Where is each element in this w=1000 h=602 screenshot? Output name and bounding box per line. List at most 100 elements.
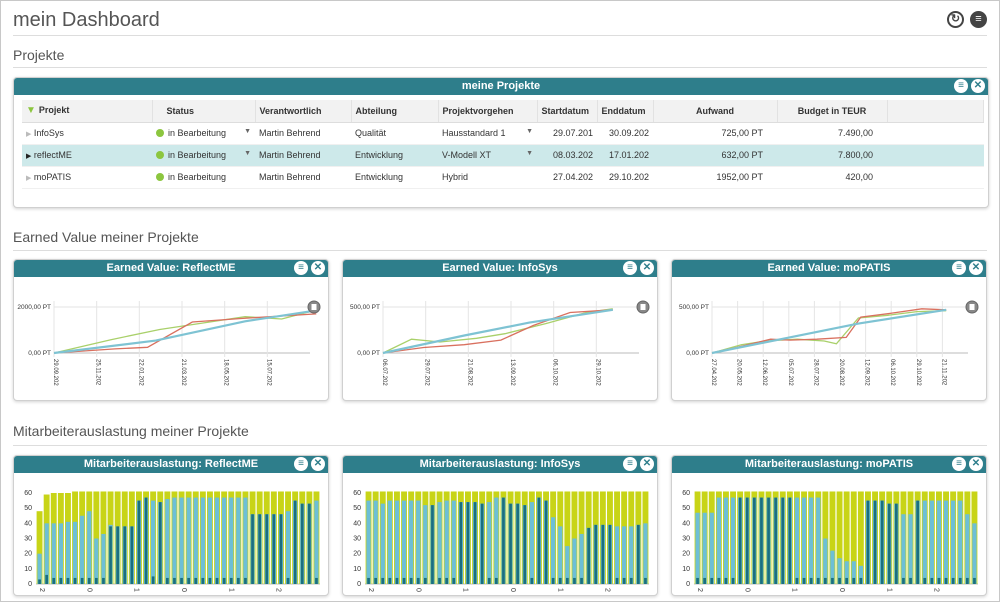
export-icon[interactable] <box>965 300 979 314</box>
column-header-abteilung[interactable]: Abteilung <box>351 100 439 123</box>
panel-title: Mitarbeiterauslastung: InfoSys <box>419 458 581 470</box>
column-header-projektvorgehen[interactable]: Projektvorgehen <box>438 100 538 123</box>
bar-dark <box>59 577 63 584</box>
bar-dark <box>201 577 205 584</box>
utilization-panel: Mitarbeiterauslastung: moPATIS ≡ ✕ 0 10 20… <box>671 455 987 596</box>
bar-dark <box>95 577 98 584</box>
bar-total <box>571 491 578 584</box>
close-icon[interactable]: ✕ <box>640 457 654 471</box>
bar-dark <box>286 577 290 584</box>
menu-icon[interactable]: ≡ <box>952 457 966 471</box>
row-expand-icon[interactable]: ▶ <box>26 153 32 160</box>
menu-icon[interactable]: ≡ <box>623 457 637 471</box>
chevron-down-icon[interactable]: ▼ <box>526 128 533 135</box>
bar-light <box>65 521 71 584</box>
bar-dark <box>52 577 56 584</box>
close-icon[interactable]: ✕ <box>311 457 325 471</box>
bar-light <box>285 511 291 584</box>
y-tick-label: 50 <box>24 505 32 512</box>
top-toolbar: ↻ ≡ <box>947 11 987 28</box>
menu-icon[interactable]: ≡ <box>954 79 968 93</box>
bar-dark <box>480 503 484 584</box>
cell-status: in Bearbeitung ▼ <box>152 144 255 167</box>
series-line <box>711 308 947 354</box>
close-icon[interactable]: ✕ <box>640 261 654 275</box>
column-header-status[interactable]: Status <box>152 100 256 123</box>
bar-dark <box>38 579 41 584</box>
bar-dark <box>731 577 735 584</box>
cell-abteilung: Entwicklung <box>351 166 438 189</box>
bar-light <box>165 499 170 584</box>
menu-icon[interactable]: ≡ <box>294 457 308 471</box>
close-icon[interactable]: ✕ <box>969 457 983 471</box>
menu-icon[interactable]: ≡ <box>952 261 966 275</box>
column-header-enddatum[interactable]: Enddatum <box>597 100 654 123</box>
bar-dark <box>622 577 626 584</box>
chevron-down-icon[interactable]: ▼ <box>244 150 251 157</box>
menu-icon[interactable]: ≡ <box>294 261 308 275</box>
x-tick-label: 0 <box>414 588 421 592</box>
close-icon[interactable]: ✕ <box>969 261 983 275</box>
table-row[interactable]: ▶ InfoSys in Bearbeitung ▼ Martin Behrend Qu… <box>22 122 984 145</box>
panel-title: Earned Value: InfoSys <box>442 262 558 274</box>
cell-projektvorgehen: Hybrid <box>438 166 537 189</box>
chevron-down-icon[interactable]: ▼ <box>526 150 533 157</box>
cell-verantwortlich-text: Martin Behrend <box>259 128 321 138</box>
x-tick-label: 21.03.202 <box>180 359 186 386</box>
close-icon[interactable]: ✕ <box>311 261 325 275</box>
column-header-startdatum[interactable]: Startdatum <box>537 100 598 123</box>
bar-light <box>58 523 63 584</box>
table-row[interactable]: ▶ reflectME in Bearbeitung ▼ Martin Behrend… <box>22 144 984 167</box>
bar-dark <box>859 577 863 584</box>
x-tick-label: 2 <box>38 588 45 592</box>
export-icon[interactable] <box>307 300 321 314</box>
column-header-verantwortlich[interactable]: Verantwortlich <box>255 100 352 123</box>
cell-verantwortlich: Martin Behrend <box>255 122 351 145</box>
bar-dark <box>831 577 834 584</box>
row-expand-icon[interactable]: ▶ <box>26 175 32 182</box>
bar-dark <box>760 497 763 584</box>
y-tick-label: 0,00 PT <box>28 350 51 357</box>
menu-icon[interactable]: ≡ <box>623 261 637 275</box>
column-header-projekt[interactable]: ▼ Projekt <box>22 100 153 123</box>
row-expand-icon[interactable]: ▶ <box>26 131 32 138</box>
bar-dark <box>958 577 962 584</box>
bar-dark <box>395 577 399 584</box>
table-row[interactable]: ▶ moPATIS in Bearbeitung Martin Behrend Ent… <box>22 166 984 189</box>
x-tick-label: 2 <box>933 588 940 592</box>
bar-light <box>416 500 421 584</box>
panel-header: Mitarbeiterauslastung: moPATIS ≡ ✕ <box>672 456 986 473</box>
column-header-budget[interactable]: Budget in TEUR <box>777 100 888 123</box>
bar-light <box>823 538 828 584</box>
bar-light <box>409 500 414 584</box>
y-tick-label: 30 <box>682 536 690 543</box>
bar-light <box>579 533 584 584</box>
chevron-down-icon[interactable]: ▼ <box>244 128 251 135</box>
y-tick-label: 30 <box>24 536 32 543</box>
bar-dark <box>187 577 190 584</box>
bar-light <box>401 500 407 584</box>
bar-light <box>172 497 177 584</box>
bar-dark <box>717 577 721 584</box>
cell-enddatum-text: 29.10.202 <box>608 172 649 182</box>
bar-light <box>551 517 556 584</box>
bar-dark <box>710 577 714 584</box>
bar-dark <box>258 514 261 584</box>
export-icon[interactable] <box>636 300 650 314</box>
x-tick-label: 28.07.202 <box>812 359 818 386</box>
menu-icon[interactable]: ≡ <box>970 11 987 28</box>
close-icon[interactable]: ✕ <box>971 79 985 93</box>
bar-dark <box>745 497 749 584</box>
bar-light <box>730 497 736 584</box>
y-tick-label: 50 <box>353 505 361 512</box>
cell-projekt-text: InfoSys <box>33 128 64 138</box>
bar-dark <box>87 577 91 584</box>
refresh-icon[interactable]: ↻ <box>947 11 964 28</box>
column-header-aufwand[interactable]: Aufwand <box>653 100 778 123</box>
x-tick-label: 1 <box>791 588 798 592</box>
bar-dark <box>416 577 420 584</box>
bar-light <box>709 512 714 584</box>
bar-dark <box>438 577 441 584</box>
bar-light <box>858 565 863 584</box>
filter-icon[interactable]: ▼ <box>26 105 36 117</box>
